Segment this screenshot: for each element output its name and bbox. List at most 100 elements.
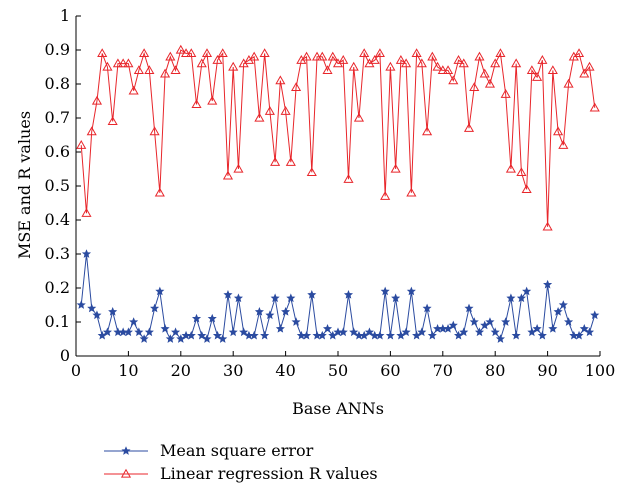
legend-label: Linear regression R values xyxy=(160,464,378,483)
data-point xyxy=(432,61,443,71)
data-point xyxy=(207,95,218,105)
data-point xyxy=(260,330,270,340)
y-tick-label: 0 xyxy=(60,346,70,365)
data-point xyxy=(149,126,160,136)
data-point xyxy=(239,327,249,337)
data-point xyxy=(547,65,558,75)
data-point xyxy=(417,327,427,337)
data-point xyxy=(123,327,133,337)
data-point xyxy=(301,51,312,61)
data-point xyxy=(165,334,175,343)
data-point xyxy=(291,317,301,326)
data-point xyxy=(385,61,396,71)
data-point xyxy=(574,330,584,340)
x-tick-label: 10 xyxy=(118,361,138,380)
data-point xyxy=(259,48,270,58)
data-point xyxy=(532,324,542,333)
data-point xyxy=(191,99,202,109)
data-point xyxy=(537,54,548,64)
data-point xyxy=(191,313,202,323)
data-point xyxy=(170,65,181,75)
data-point xyxy=(144,327,154,337)
data-point xyxy=(380,190,391,200)
x-tick-label: 90 xyxy=(537,361,557,380)
data-point xyxy=(422,126,433,136)
data-point xyxy=(474,327,485,337)
y-tick-label: 0.4 xyxy=(45,210,70,229)
data-point xyxy=(584,61,595,71)
data-point xyxy=(118,58,129,68)
data-point xyxy=(228,61,239,71)
data-point xyxy=(469,82,480,92)
data-point xyxy=(133,65,144,75)
data-point xyxy=(343,290,354,299)
legend: Mean square error Linear regression R val… xyxy=(104,441,378,483)
ticks: 00.10.20.30.40.50.60.70.80.910 10 20 30 40 50… xyxy=(45,6,616,380)
data-point xyxy=(275,324,285,333)
data-point xyxy=(160,324,170,333)
data-point xyxy=(374,48,385,58)
x-tick-label: 20 xyxy=(171,361,191,380)
data-point xyxy=(553,126,564,136)
data-point xyxy=(442,65,454,75)
data-point xyxy=(264,105,275,115)
data-point xyxy=(286,293,296,303)
legend-label: Mean square error xyxy=(160,441,314,460)
y-tick-label: 0.9 xyxy=(45,40,70,59)
data-point xyxy=(584,327,595,337)
data-point xyxy=(463,122,475,132)
x-tick-label: 50 xyxy=(328,361,348,380)
data-point xyxy=(86,126,97,136)
data-point xyxy=(254,307,264,316)
data-point xyxy=(218,334,228,343)
data-point xyxy=(406,187,417,197)
data-point xyxy=(500,88,511,98)
data-point xyxy=(542,221,553,231)
data-point xyxy=(285,156,296,166)
data-point xyxy=(197,330,207,340)
series-layer xyxy=(76,44,600,343)
data-point xyxy=(270,293,280,303)
y-tick-label: 0.8 xyxy=(45,74,70,93)
data-point xyxy=(270,156,281,166)
data-point xyxy=(490,58,501,68)
data-point xyxy=(233,293,243,303)
data-point xyxy=(207,313,217,323)
data-point xyxy=(579,324,589,333)
data-point xyxy=(134,327,144,337)
data-point xyxy=(573,48,585,58)
data-point xyxy=(76,139,87,149)
data-point xyxy=(212,54,223,64)
data-point xyxy=(448,320,458,330)
data-point xyxy=(76,300,86,309)
data-point xyxy=(558,139,569,149)
x-tick-label: 80 xyxy=(485,361,505,380)
data-point xyxy=(490,327,500,337)
data-point xyxy=(390,163,401,173)
data-point xyxy=(307,290,317,299)
y-tick-label: 0.6 xyxy=(45,142,70,161)
data-point xyxy=(150,303,160,313)
data-point xyxy=(311,51,323,61)
data-point xyxy=(154,187,165,197)
data-point xyxy=(369,54,380,64)
data-point xyxy=(579,68,590,78)
y-tick-label: 0.5 xyxy=(45,176,70,195)
data-point xyxy=(322,65,333,75)
data-point xyxy=(411,48,422,58)
series-r-values xyxy=(76,44,600,231)
data-point xyxy=(81,249,92,258)
legend-item: Mean square error xyxy=(104,441,314,460)
data-point xyxy=(548,324,558,333)
data-point xyxy=(281,307,291,316)
data-point xyxy=(563,78,574,88)
data-point xyxy=(522,286,532,296)
data-point xyxy=(175,44,186,54)
data-point xyxy=(186,330,196,340)
data-point xyxy=(97,48,108,58)
data-point xyxy=(317,51,328,61)
data-point xyxy=(474,51,485,61)
data-point xyxy=(212,330,223,340)
data-point xyxy=(543,279,553,289)
